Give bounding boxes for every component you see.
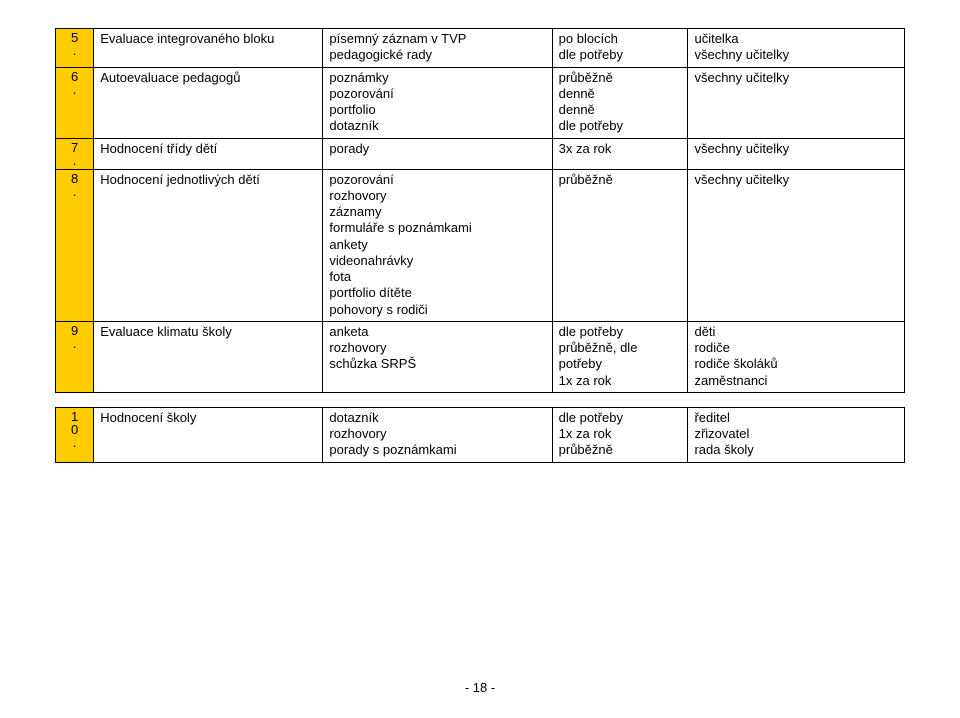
row-name: Hodnocení třídy dětí: [94, 138, 323, 169]
row-name: Evaluace klimatu školy: [94, 321, 323, 392]
row-name: Autoevaluace pedagogů: [94, 67, 323, 138]
row-frequency: po blocíchdle potřeby: [552, 29, 688, 68]
row-method: anketarozhovoryschůzka SRPŠ: [323, 321, 552, 392]
table-row: 5.Evaluace integrovaného blokupísemný zá…: [56, 29, 905, 68]
row-method: písemný záznam v TVPpedagogické rady: [323, 29, 552, 68]
page-number: - 18 -: [0, 680, 960, 695]
table-row: 10.Hodnocení školydotazníkrozhovoryporad…: [56, 407, 905, 462]
row-number: 10.: [56, 407, 94, 462]
row-method: poznámkypozorováníportfoliodotazník: [323, 67, 552, 138]
row-number: 6.: [56, 67, 94, 138]
row-responsible: všechny učitelky: [688, 169, 905, 321]
row-responsible: všechny učitelky: [688, 67, 905, 138]
row-method: porady: [323, 138, 552, 169]
row-name: Evaluace integrovaného bloku: [94, 29, 323, 68]
row-frequency: průběžně: [552, 169, 688, 321]
row-responsible: všechny učitelky: [688, 138, 905, 169]
row-number: 5.: [56, 29, 94, 68]
row-frequency: dle potřeby1x za rokprůběžně: [552, 407, 688, 462]
table-gap: [56, 392, 905, 407]
row-name: Hodnocení jednotlivých dětí: [94, 169, 323, 321]
row-name: Hodnocení školy: [94, 407, 323, 462]
row-number: 9.: [56, 321, 94, 392]
table-row: 9.Evaluace klimatu školyanketarozhovorys…: [56, 321, 905, 392]
row-responsible: dětirodičerodiče školákůzaměstnanci: [688, 321, 905, 392]
row-method: dotazníkrozhovoryporady s poznámkami: [323, 407, 552, 462]
row-responsible: učitelkavšechny učitelky: [688, 29, 905, 68]
evaluation-table: 5.Evaluace integrovaného blokupísemný zá…: [55, 28, 905, 463]
row-method: pozorovánírozhovoryzáznamyformuláře s po…: [323, 169, 552, 321]
row-frequency: dle potřebyprůběžně, dle potřeby1x za ro…: [552, 321, 688, 392]
table-row: 6.Autoevaluace pedagogůpoznámkypozorován…: [56, 67, 905, 138]
row-number: 7.: [56, 138, 94, 169]
table-row: 8.Hodnocení jednotlivých dětípozorovánír…: [56, 169, 905, 321]
row-number: 8.: [56, 169, 94, 321]
row-frequency: průběžnědennědennědle potřeby: [552, 67, 688, 138]
row-responsible: ředitelzřizovatelrada školy: [688, 407, 905, 462]
table-row: 7.Hodnocení třídy dětíporady3x za rokvše…: [56, 138, 905, 169]
row-frequency: 3x za rok: [552, 138, 688, 169]
